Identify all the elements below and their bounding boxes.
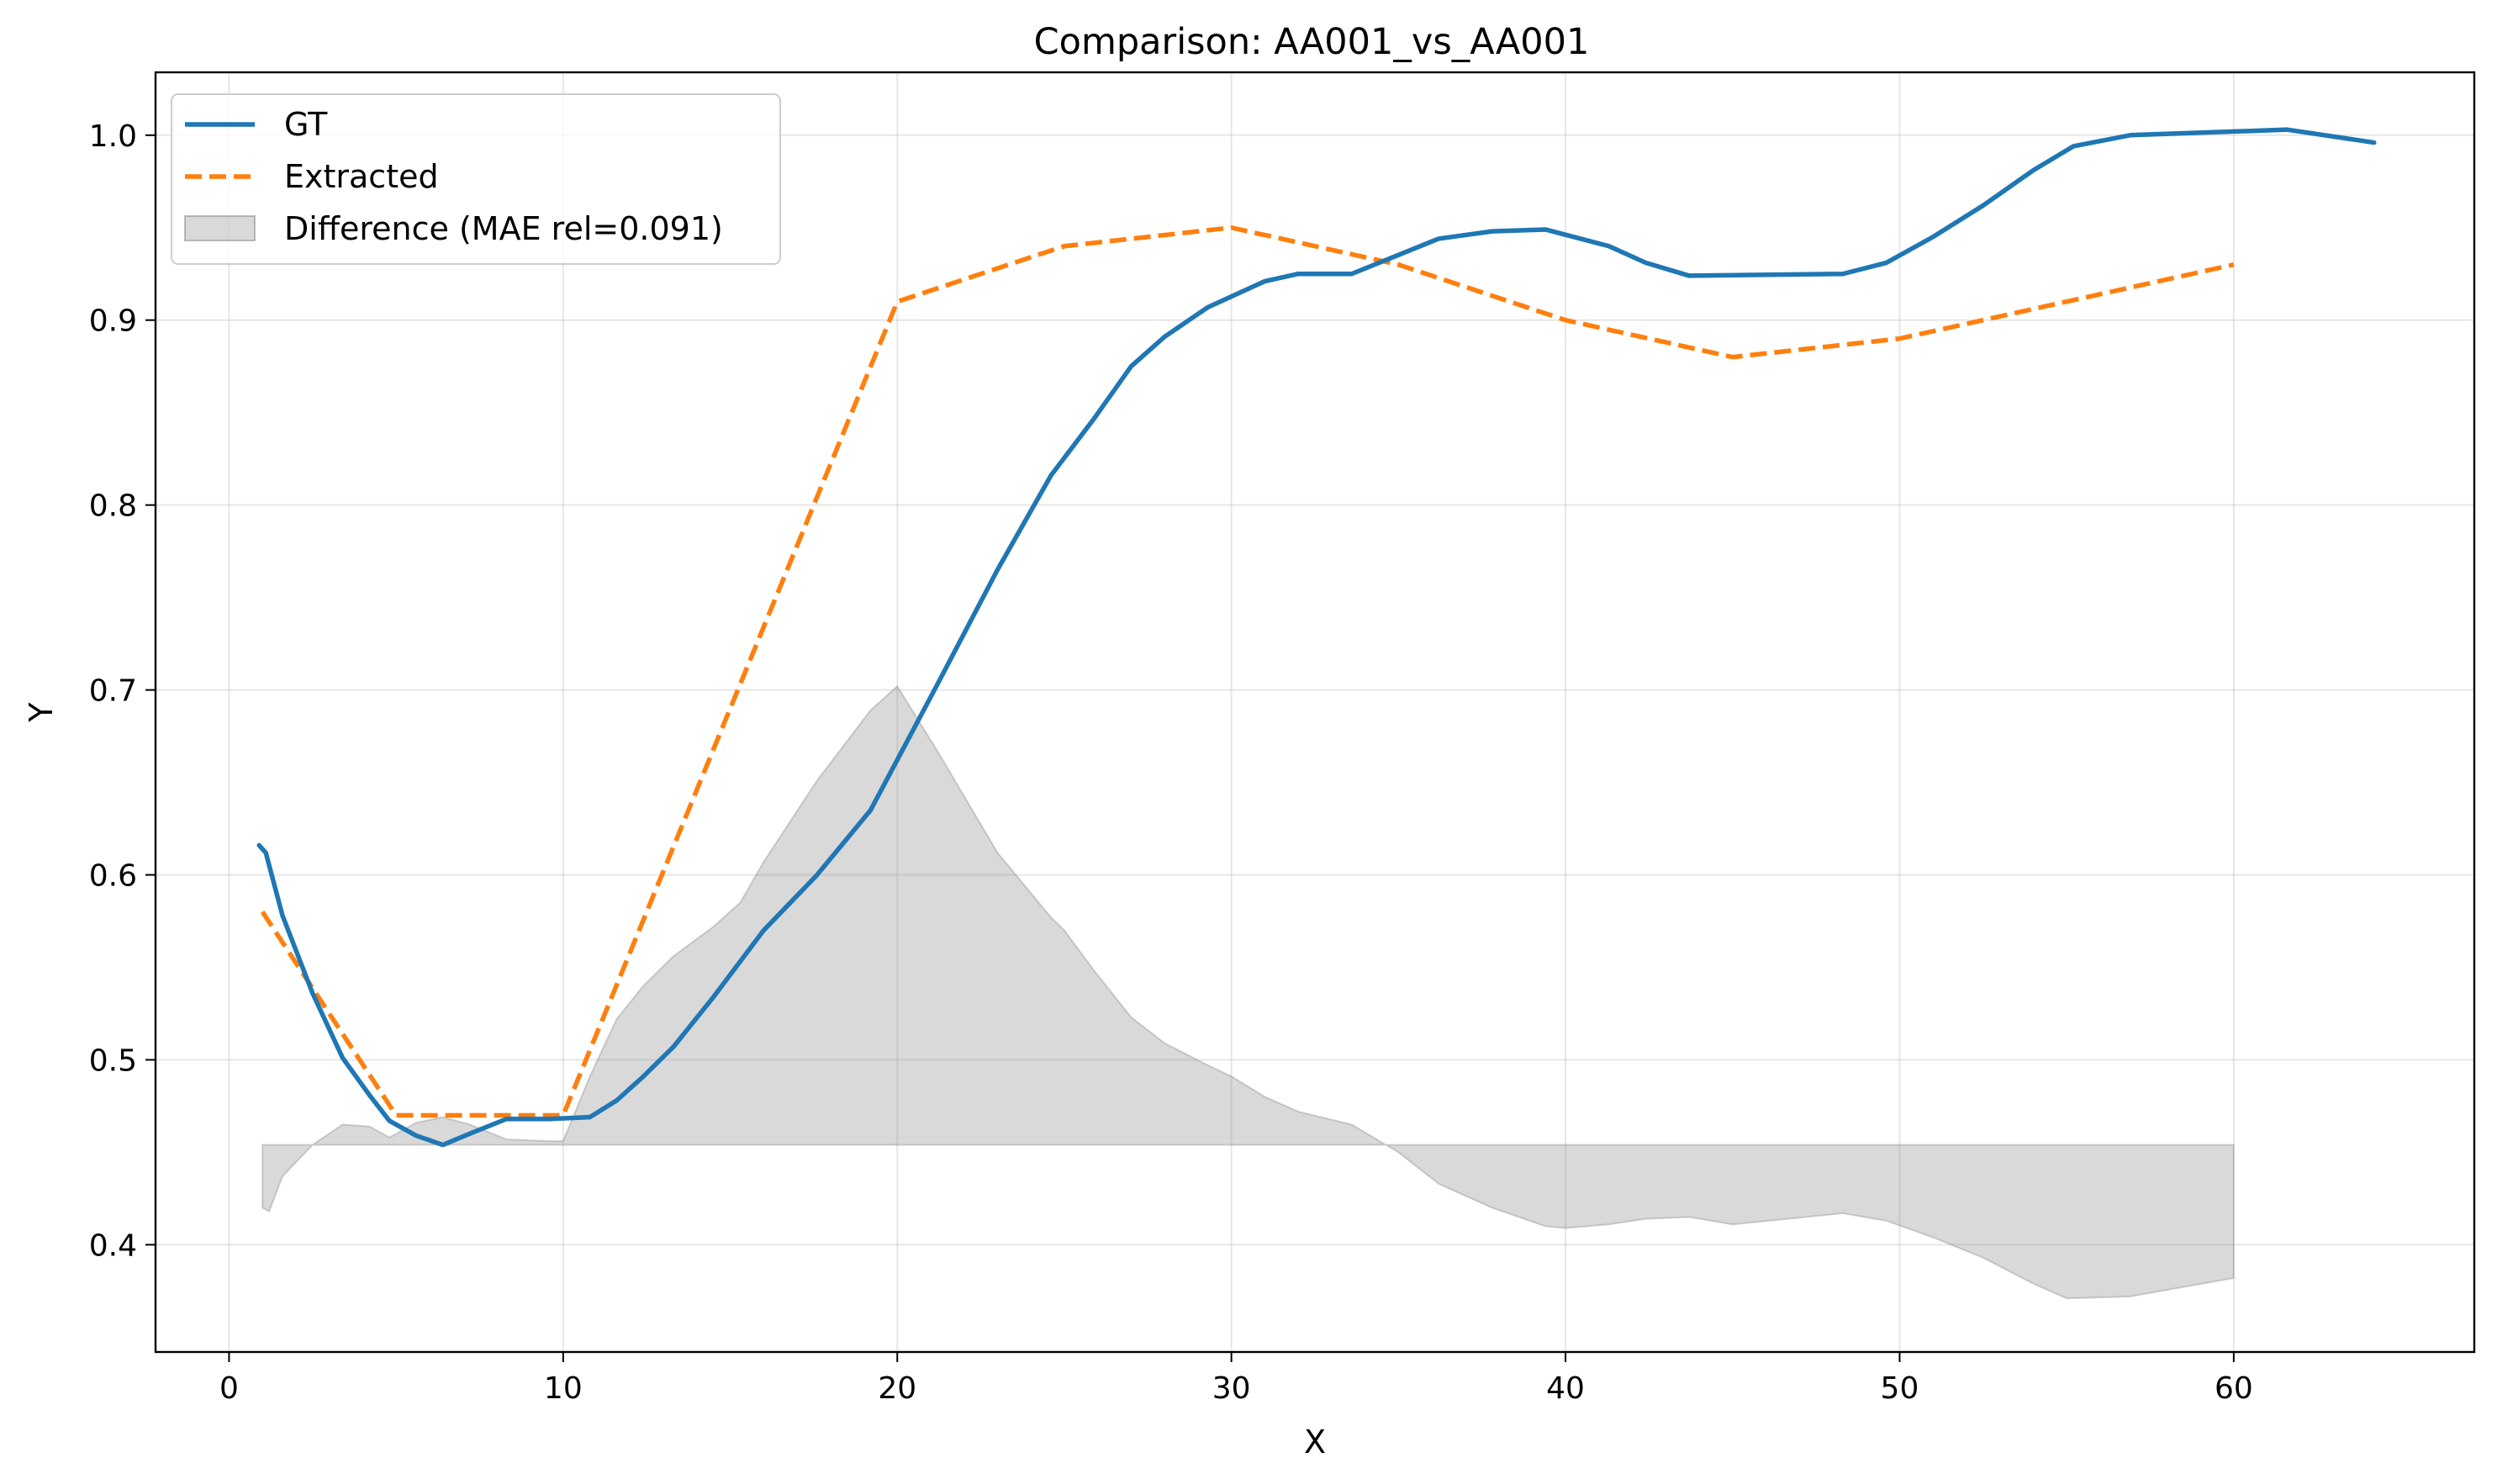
y-tick-label: 0.8 [89, 489, 137, 524]
gt-line [256, 127, 2377, 1148]
legend-difference-swatch [184, 215, 256, 241]
x-tick-label: 50 [1881, 1371, 1919, 1406]
legend: GT Extracted Difference (MAE rel=0.091) [171, 93, 781, 265]
y-axis-label: Y [23, 702, 60, 723]
x-tick-label: 60 [2215, 1371, 2253, 1406]
legend-box [171, 93, 781, 265]
x-tick-label: 0 [219, 1371, 239, 1406]
x-tick-label: 30 [1212, 1371, 1251, 1406]
x-tick-label: 20 [878, 1371, 916, 1406]
x-axis-label: X [1304, 1423, 1326, 1460]
y-tick-label: 0.9 [89, 304, 137, 339]
y-tick-label: 1.0 [89, 119, 137, 154]
x-tick-label: 40 [1546, 1371, 1585, 1406]
legend-difference-label: Difference (MAE rel=0.091) [284, 210, 723, 247]
y-tick-label: 0.4 [89, 1228, 137, 1263]
difference-fill [261, 684, 2235, 1300]
extracted-line [260, 225, 2235, 1118]
x-tick-label: 10 [544, 1371, 583, 1406]
y-tick-label: 0.6 [89, 859, 137, 894]
difference-area [261, 684, 2235, 1300]
plot-frame [154, 71, 2476, 1354]
chart-title: Comparison: AA001_vs_AA001 [1034, 21, 1590, 63]
legend-extracted-label: Extracted [284, 158, 439, 195]
series-lines [256, 127, 2377, 1148]
legend-gt-label: GT [284, 106, 328, 143]
x-axis-ticks: 0 10 20 30 40 50 60 [219, 1352, 2253, 1406]
grid-lines [156, 72, 2474, 1352]
y-tick-label: 0.7 [89, 674, 137, 709]
y-axis-ticks: 0.4 0.5 0.6 0.7 0.8 0.9 1.0 [89, 119, 156, 1263]
y-tick-label: 0.5 [89, 1043, 137, 1078]
